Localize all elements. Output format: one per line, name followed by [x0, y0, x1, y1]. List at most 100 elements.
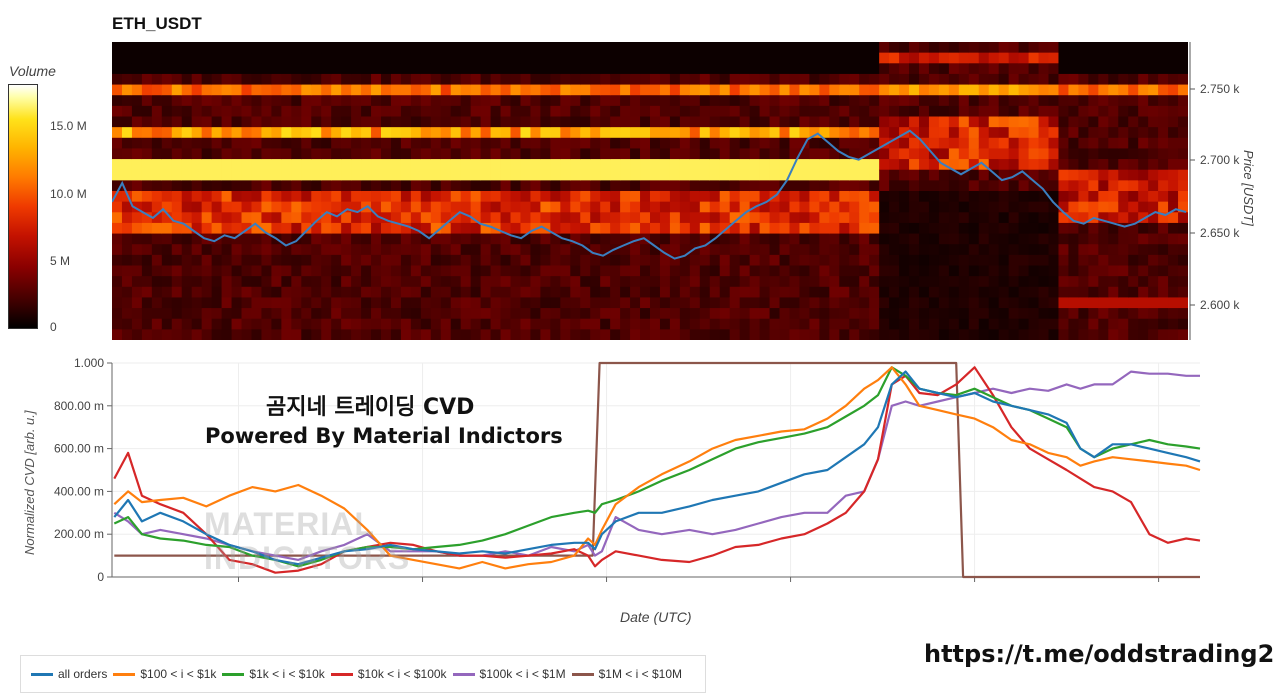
heatmap-cell: [261, 318, 272, 330]
legend-item[interactable]: $1k < i < $10k: [222, 667, 325, 681]
heatmap-cell: [809, 84, 820, 96]
heatmap-cell: [630, 297, 641, 309]
heatmap-cell: [1078, 73, 1089, 86]
heatmap-cell: [689, 222, 701, 235]
heatmap-cell: [211, 127, 223, 139]
heatmap-cell: [789, 254, 801, 267]
heatmap-cell: [739, 169, 751, 181]
heatmap-cell: [121, 233, 133, 245]
telegram-link[interactable]: https://t.me/oddstrading2: [924, 640, 1275, 668]
heatmap-cell: [659, 159, 671, 171]
heatmap-cell: [769, 286, 781, 299]
heatmap-cell: [1158, 286, 1169, 299]
heatmap-cell: [410, 308, 422, 320]
heatmap-cell: [251, 84, 263, 96]
heatmap-cell: [321, 52, 332, 64]
heatmap-cell: [1038, 148, 1050, 160]
heatmap-cell: [560, 180, 571, 192]
heatmap-cell: [112, 318, 123, 330]
heatmap-cell: [301, 265, 312, 277]
heatmap-cell: [1048, 212, 1060, 224]
heatmap-cell: [500, 52, 512, 64]
heatmap-cell: [968, 265, 980, 277]
heatmap-cell: [171, 318, 183, 330]
heatmap-cell: [161, 127, 173, 139]
heatmap-cell: [450, 159, 462, 171]
legend-item[interactable]: all orders: [31, 667, 107, 681]
legend-item[interactable]: $100k < i < $1M: [452, 667, 566, 681]
heatmap-cell: [909, 159, 920, 171]
heatmap-cell: [630, 42, 641, 54]
heatmap-cell: [610, 286, 621, 299]
heatmap-cell: [410, 105, 422, 118]
heatmap-cell: [1098, 159, 1109, 171]
heatmap-cell: [351, 116, 362, 128]
heatmap-cell: [381, 95, 392, 107]
heatmap-cell: [928, 254, 940, 267]
heatmap-cell: [630, 159, 641, 171]
legend-item[interactable]: $1M < i < $10M: [571, 667, 682, 681]
heatmap-cell: [1148, 191, 1159, 203]
heatmap-cell: [161, 52, 173, 64]
heatmap-cell: [112, 148, 123, 160]
heatmap-cell: [161, 201, 173, 213]
heatmap-cell: [231, 42, 243, 54]
heatmap-cell: [739, 308, 751, 320]
heatmap-cell: [151, 254, 163, 267]
heatmap-cell: [580, 254, 591, 267]
heatmap-cell: [580, 180, 591, 192]
heatmap-cell: [749, 265, 761, 277]
heatmap-cell: [590, 222, 601, 235]
legend-item[interactable]: $100 < i < $1k: [113, 667, 216, 681]
heatmap-cell: [620, 52, 631, 64]
heatmap-cell: [321, 244, 332, 256]
heatmap-cell: [1058, 127, 1070, 139]
heatmap-cell: [371, 169, 382, 181]
heatmap-cell: [171, 329, 183, 340]
heatmap-cell: [500, 318, 512, 330]
heatmap-cell: [131, 191, 143, 203]
heatmap-cell: [570, 297, 581, 309]
heatmap-cell: [630, 180, 641, 192]
heatmap-cell: [640, 265, 651, 277]
heatmap-cell: [1108, 276, 1119, 288]
heatmap-cell: [889, 84, 900, 96]
heatmap-cell: [590, 95, 601, 107]
heatmap-cell: [1158, 201, 1169, 213]
heatmap-cell: [420, 116, 432, 128]
legend-label: $100k < i < $1M: [479, 667, 566, 681]
heatmap-cell: [1158, 148, 1169, 160]
heatmap-cell: [400, 276, 412, 288]
heatmap-cell: [1168, 254, 1179, 267]
heatmap-cell: [799, 52, 810, 64]
heatmap-cell: [769, 329, 781, 340]
legend-item[interactable]: $10k < i < $100k: [330, 667, 447, 681]
heatmap-cell: [1028, 63, 1040, 75]
heatmap-cell: [420, 105, 432, 118]
heatmap-cell: [1118, 244, 1129, 256]
heatmap-cell: [271, 148, 282, 160]
heatmap-cell: [610, 222, 621, 235]
heatmap-cell: [251, 286, 263, 299]
heatmap-cell: [141, 42, 153, 54]
heatmap-cell: [889, 254, 900, 267]
heatmap-cell: [201, 116, 213, 128]
heatmap-cell: [1128, 148, 1139, 160]
heatmap-cell: [839, 329, 850, 340]
heatmap-cell: [351, 180, 362, 192]
heatmap-cell: [510, 84, 522, 96]
heatmap-cell: [1058, 169, 1070, 181]
heatmap-cell: [978, 137, 990, 150]
heatmap-cell: [1058, 329, 1070, 340]
heatmap-cell: [839, 137, 850, 150]
heatmap-cell: [331, 73, 342, 86]
heatmap-cell: [1028, 265, 1040, 277]
heatmap-cell: [361, 222, 372, 235]
heatmap-cell: [1158, 254, 1169, 267]
heatmap-cell: [958, 148, 970, 160]
heatmap-cell: [1008, 105, 1020, 118]
heatmap-cell: [899, 52, 910, 64]
heatmap-cell: [560, 52, 571, 64]
heatmap-cell: [839, 297, 850, 309]
heatmap-cell: [1128, 95, 1139, 107]
